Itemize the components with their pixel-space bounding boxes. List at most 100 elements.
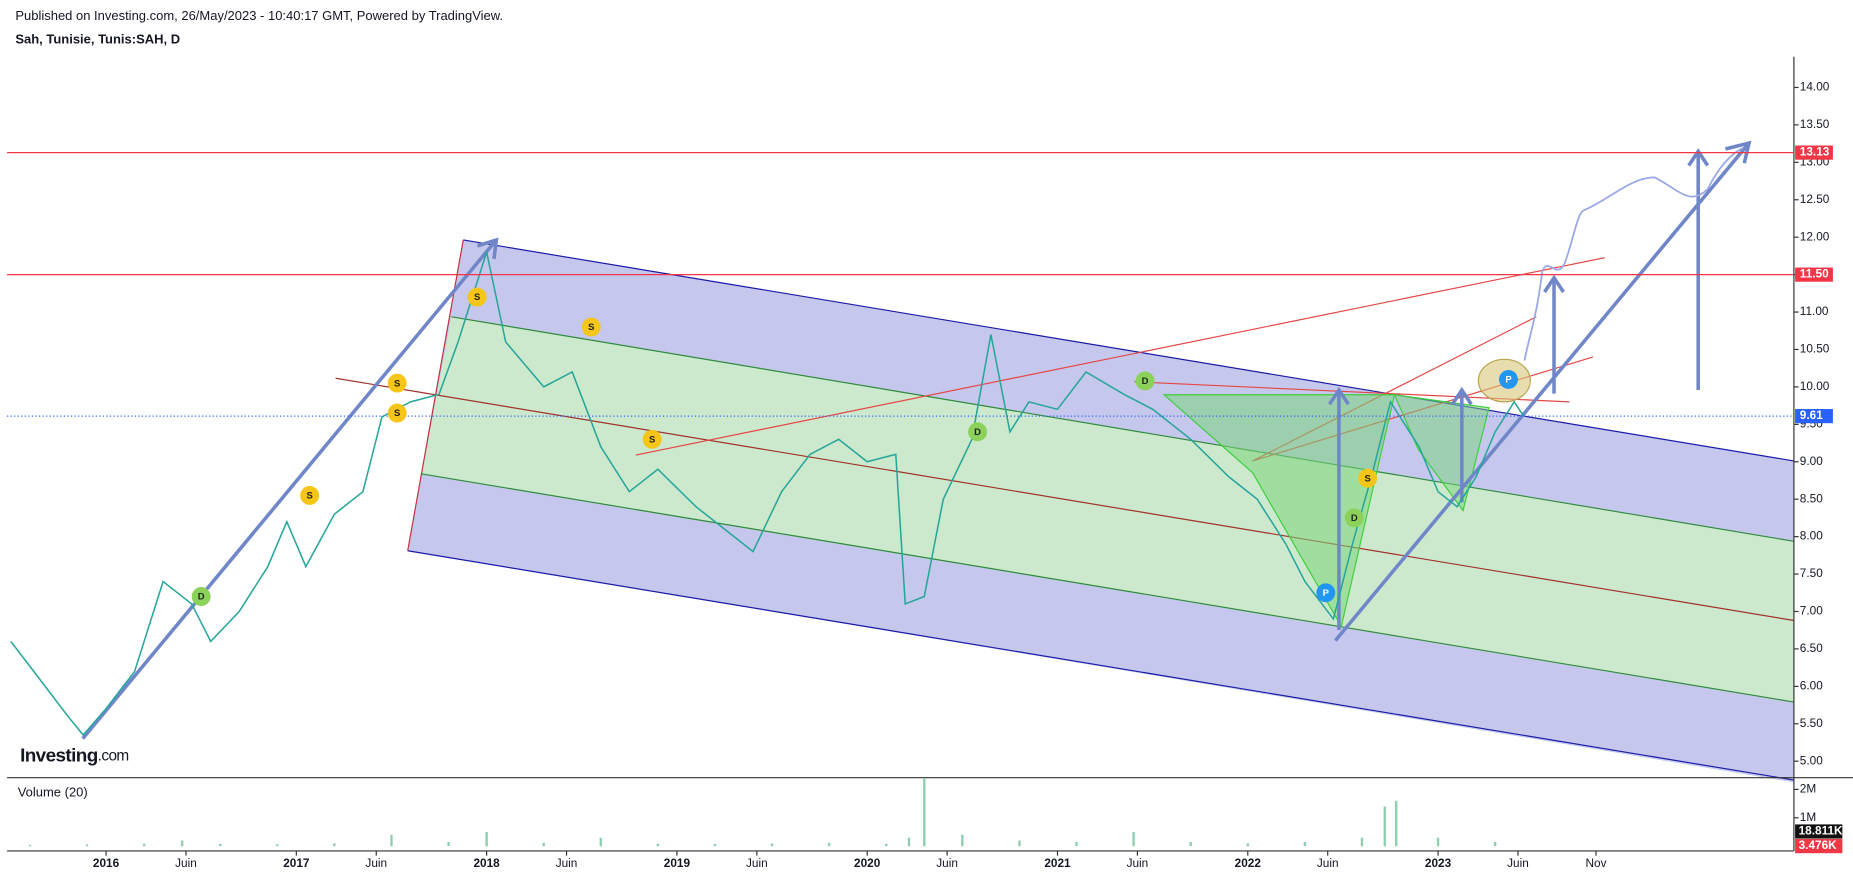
volume-tick-label: 2M: [1800, 782, 1816, 796]
y-tick-label: 7.50: [1800, 566, 1823, 580]
marker-label: D: [1142, 376, 1149, 387]
drawings: [81, 140, 1795, 783]
volume-bar: [923, 778, 926, 847]
y-tick-label: 10.50: [1800, 342, 1830, 356]
volume-bar: [1360, 837, 1364, 847]
volume-bar: [1303, 841, 1307, 847]
marker-label: S: [588, 322, 594, 333]
y-tick-label: 13.50: [1800, 117, 1830, 131]
volume-bar: [1246, 843, 1249, 847]
marker-label: D: [198, 592, 205, 603]
volume-bar: [770, 843, 774, 847]
y-tick-label: 7.00: [1800, 604, 1823, 618]
x-tick-label: 2016: [93, 856, 120, 870]
marker: [300, 485, 320, 505]
price-level-box: [1795, 267, 1833, 282]
x-tick-label: Nov: [1586, 856, 1607, 870]
volume-bar: [961, 834, 964, 847]
marker-label: S: [1365, 473, 1371, 484]
volume-bar: [390, 834, 393, 847]
volume-last-label: 18.811K: [1799, 824, 1843, 838]
volume-bar: [333, 843, 336, 847]
x-tick-label: Juin: [1317, 856, 1339, 870]
y-tick-label: 10.00: [1800, 379, 1830, 393]
marker-label: S: [394, 378, 400, 389]
published: Published on Investing.com, 26/May/2023 …: [15, 8, 503, 23]
volume-bar: [542, 842, 545, 847]
y-tick-label: 14.00: [1800, 80, 1830, 94]
marker-label: P: [1505, 375, 1511, 386]
marker-label: S: [474, 292, 480, 303]
y-tick-label: 6.00: [1800, 678, 1823, 692]
volume-bar: [656, 843, 660, 847]
y-tick-label: 12.50: [1800, 192, 1830, 206]
price-level-box: [1795, 145, 1833, 160]
y-tick-label: 8.00: [1800, 529, 1823, 543]
marker: [1358, 468, 1378, 488]
symbol: Sah, Tunisie, Tunis:SAH, D: [15, 32, 180, 47]
x-tick-label: 2021: [1044, 856, 1071, 870]
marker-label: D: [974, 427, 981, 438]
marker: [642, 429, 662, 449]
volume-bar: [28, 844, 32, 847]
price-level-label: 13.13: [1800, 145, 1830, 159]
y-tick-label: 5.50: [1800, 716, 1823, 730]
y-tick-label: 8.50: [1800, 491, 1823, 505]
marker-label: P: [1323, 588, 1329, 599]
volume-bar: [713, 843, 717, 847]
x-tick-label: 2023: [1425, 856, 1452, 870]
marker: [191, 587, 211, 606]
volume-bar: [276, 844, 279, 847]
volume-title: Volume (20): [18, 784, 88, 799]
volume-last-label: 3.476K: [1799, 838, 1838, 852]
price-line: [10, 249, 1525, 737]
volume-bar: [1189, 841, 1192, 847]
y-tick-label: 9.00: [1800, 454, 1823, 468]
volume-bar: [1132, 832, 1135, 847]
volume-bar: [1383, 806, 1386, 847]
volume-bar: [219, 843, 222, 847]
price-level-box: [1795, 409, 1833, 424]
marker-label: D: [1351, 513, 1358, 524]
logo-text: Investing: [20, 745, 98, 766]
x-tick-label: Juin: [936, 856, 958, 870]
marker: [1344, 508, 1364, 528]
volume-bar: [1075, 841, 1078, 847]
x-tick-label: Juin: [556, 856, 578, 870]
marker-label: S: [394, 408, 400, 419]
volume-bar: [180, 840, 184, 847]
price-level-label: 9.61: [1800, 408, 1823, 422]
x-tick-label: 2017: [283, 856, 310, 870]
volume-bar: [1018, 840, 1021, 847]
volume-bar: [447, 841, 450, 847]
volume-bar: [599, 837, 602, 847]
marker: [1316, 583, 1336, 603]
x-tick-label: 2018: [473, 856, 500, 870]
x-tick-label: Juin: [365, 856, 387, 870]
volume-last-box: [1795, 839, 1843, 854]
volume-bar: [485, 832, 488, 847]
x-tick-label: 2020: [854, 856, 881, 870]
volume-bar: [907, 837, 911, 847]
x-tick-label: Juin: [1507, 856, 1529, 870]
y-tick-label: 6.50: [1800, 641, 1823, 655]
marker: [1499, 369, 1518, 389]
y-tick-label: 5.00: [1800, 753, 1823, 767]
marker-label: S: [307, 491, 313, 502]
y-tick-label: 11.00: [1800, 304, 1829, 318]
price-level-label: 11.50: [1800, 267, 1829, 281]
volume-bar: [142, 843, 146, 847]
marker: [968, 422, 988, 442]
marker: [1135, 371, 1155, 391]
marker: [387, 403, 407, 423]
volume-bar: [85, 844, 89, 847]
logo: Investing.com: [20, 745, 129, 766]
volume-tick-label: 1M: [1800, 810, 1816, 824]
x-tick-label: Juin: [175, 856, 197, 870]
marker: [581, 317, 601, 337]
x-tick-label: 2022: [1235, 856, 1262, 870]
x-tick-label: Juin: [746, 856, 768, 870]
volume-bar: [1436, 837, 1440, 847]
